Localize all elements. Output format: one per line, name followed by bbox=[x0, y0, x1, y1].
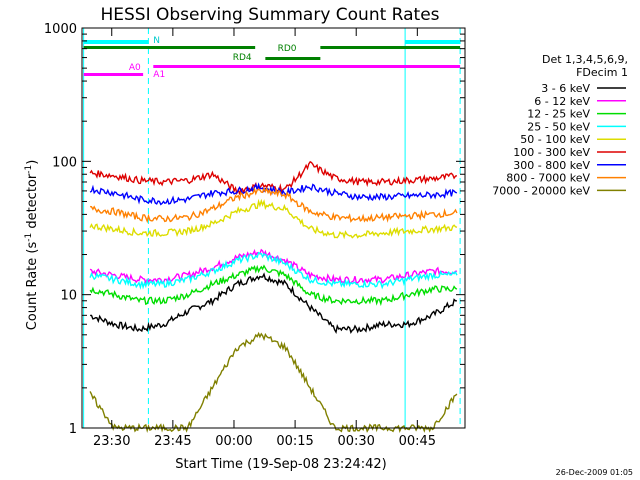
x-tick-label-4: 00:30 bbox=[337, 434, 374, 449]
flag-bar-n-right bbox=[405, 40, 461, 44]
y-tick-label-2: 100 bbox=[52, 155, 77, 170]
flag-bar-rd0-right bbox=[320, 46, 461, 49]
axes: 23:30 23:45 00:00 00:15 00:30 00:45 1 10 100 1000 bbox=[44, 22, 466, 449]
series-line-1 bbox=[89, 248, 457, 285]
y-axis-label-part2: detector bbox=[25, 173, 40, 233]
legend-label-2: 12 - 25 keV bbox=[527, 108, 590, 121]
series-line-2 bbox=[89, 264, 458, 307]
legend-label-0: 3 - 6 keV bbox=[541, 82, 590, 95]
legend-label-6: 300 - 800 keV bbox=[513, 159, 590, 172]
series-line-4 bbox=[89, 198, 458, 240]
legend-header-0: Det 1,3,4,5,6,9, bbox=[542, 53, 628, 66]
y-tick-label-1: 10 bbox=[60, 289, 77, 304]
flag-bar-a1 bbox=[153, 65, 461, 68]
legend-label-8: 7000 - 20000 keV bbox=[492, 184, 590, 197]
y-axis-label-part3: ) bbox=[25, 160, 40, 165]
flag-bar-n-left bbox=[83, 40, 149, 44]
flag-label-a0: A0 bbox=[129, 63, 141, 73]
plot-area bbox=[83, 28, 461, 433]
flag-bar-rd0-left bbox=[83, 46, 256, 49]
legend-label-4: 50 - 100 keV bbox=[520, 133, 590, 146]
x-tick-label-0: 23:30 bbox=[93, 434, 130, 449]
chart-title: HESSI Observing Summary Count Rates bbox=[100, 5, 439, 25]
flag-label-a1: A1 bbox=[153, 70, 165, 80]
series-line-7 bbox=[90, 186, 458, 224]
y-axis-label-part1: Count Rate (s bbox=[25, 242, 40, 331]
y-tick-label-0: 1 bbox=[69, 422, 77, 437]
series-line-0 bbox=[90, 272, 457, 335]
flag-label-rd4: RD4 bbox=[233, 53, 252, 63]
x-tick-label-5: 00:45 bbox=[399, 434, 436, 449]
legend-label-7: 800 - 7000 keV bbox=[506, 172, 590, 185]
flag-label-rd0: RD0 bbox=[278, 44, 297, 54]
legend-label-3: 25 - 50 keV bbox=[527, 120, 590, 133]
flag-bar-rd4 bbox=[265, 57, 321, 60]
x-tick-label-3: 00:15 bbox=[276, 434, 313, 449]
series-line-6 bbox=[89, 182, 458, 206]
series-line-3 bbox=[89, 251, 458, 290]
x-tick-label-1: 23:45 bbox=[154, 434, 191, 449]
flag-label-n: N bbox=[153, 36, 160, 46]
x-tick-label-2: 00:00 bbox=[215, 434, 252, 449]
footer-date: 26-Dec-2009 01:05 bbox=[556, 468, 633, 477]
legend-label-1: 6 - 12 keV bbox=[534, 95, 590, 108]
flag-annotations: N RD0 RD4 A0 A1 bbox=[83, 36, 461, 80]
y-axis-label-sup1: -1 bbox=[24, 233, 34, 242]
y-axis-label-sup2: -1 bbox=[24, 165, 34, 174]
y-tick-label-3: 1000 bbox=[44, 22, 77, 37]
series-line-8 bbox=[89, 331, 458, 433]
y-axis-label: Count Rate (s-1 detector-1) bbox=[24, 160, 40, 331]
legend-header-1: FDecim 1 bbox=[576, 66, 628, 79]
plot-frame bbox=[81, 27, 466, 429]
flag-bar-a0 bbox=[83, 73, 144, 76]
x-axis-label: Start Time (19-Sep-08 23:24:42) bbox=[175, 457, 386, 472]
legend-label-5: 100 - 300 keV bbox=[513, 146, 590, 159]
